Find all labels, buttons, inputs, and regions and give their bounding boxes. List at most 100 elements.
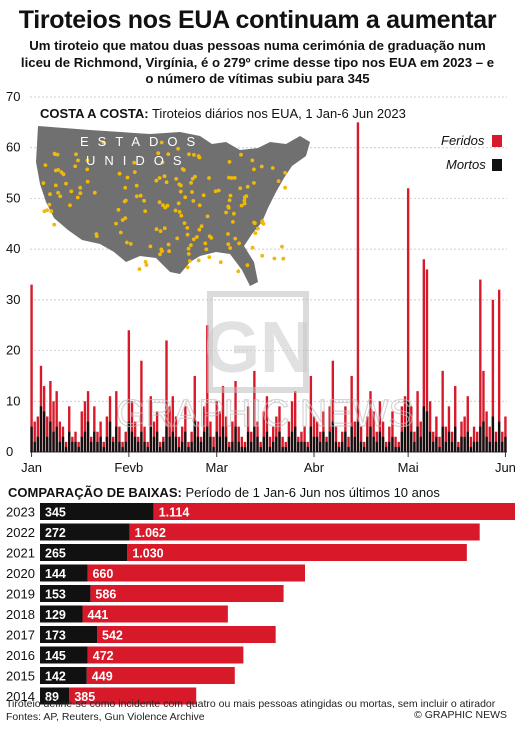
comparison-killed-bar [40, 646, 88, 664]
shooting-location-dot [73, 164, 78, 169]
daily-injured-bar [237, 426, 240, 452]
daily-injured-bar [49, 381, 52, 452]
shooting-location-dot [74, 152, 78, 157]
shooting-location-dot [160, 249, 164, 254]
daily-injured-bar [281, 436, 284, 452]
comparison-injured-bar [87, 646, 244, 664]
daily-injured-bar [231, 421, 234, 452]
shooting-location-dot [231, 220, 235, 224]
daily-killed-bar [488, 441, 491, 452]
daily-injured-bar [193, 375, 196, 452]
comparison-killed-bar [40, 523, 130, 541]
comparison-injured-bar [127, 544, 467, 561]
daily-injured-bar [93, 406, 96, 452]
comparison-injured-label: 586 [95, 588, 116, 602]
daily-killed-bar [275, 436, 278, 452]
daily-killed-bar [250, 441, 253, 452]
sources: Fontes: AP, Reuters, Gun Violence Archiv… [6, 711, 205, 723]
shooting-location-dot [117, 171, 122, 176]
daily-killed-bar [64, 446, 68, 452]
daily-injured-bar [369, 391, 372, 452]
daily-injured-bar [140, 360, 143, 452]
daily-killed-bar [435, 436, 438, 452]
daily-killed-bar [77, 446, 80, 452]
daily-injured-bar [485, 411, 488, 452]
daily-killed-bar [228, 446, 231, 452]
daily-killed-bar [199, 441, 203, 452]
daily-injured-bar [293, 391, 297, 452]
shooting-location-dot [236, 269, 241, 274]
daily-killed-bar [469, 446, 473, 452]
shooting-location-dot [189, 181, 194, 185]
daily-killed-bar [93, 431, 96, 452]
shooting-location-dot [45, 208, 49, 213]
daily-injured-bar [328, 406, 331, 452]
daily-injured-bar [488, 426, 491, 452]
daily-killed-bar [315, 436, 319, 452]
daily-injured-bar [428, 401, 432, 452]
daily-killed-bar [124, 441, 127, 452]
daily-injured-bar [168, 406, 171, 452]
daily-injured-bar [130, 401, 134, 452]
daily-chart-heading: COSTA A COSTA: Tiroteios diários nos EUA… [40, 106, 406, 121]
daily-injured-bar [303, 426, 306, 452]
shooting-location-dot [41, 181, 46, 185]
shooting-location-dot [53, 168, 58, 173]
daily-killed-bar [243, 446, 247, 452]
daily-injured-bar [30, 284, 33, 452]
daily-killed-bar [127, 421, 131, 452]
daily-killed-bar [381, 436, 385, 452]
year-label: 2015 [6, 669, 35, 684]
shooting-location-dot [250, 245, 255, 250]
shooting-location-dot [228, 193, 233, 198]
daily-killed-bar [466, 431, 469, 452]
shooting-location-dot [123, 216, 128, 220]
daily-killed-bar [58, 441, 62, 452]
comparison-killed-label: 144 [45, 567, 66, 581]
daily-killed-bar [406, 401, 410, 452]
y-tick-label: 70 [6, 89, 20, 104]
shooting-location-dot [143, 260, 148, 264]
shooting-location-dot [55, 152, 60, 157]
shooting-location-dot [201, 193, 206, 198]
daily-killed-bar [221, 426, 225, 452]
shooting-location-dot [43, 163, 48, 167]
daily-killed-bar [413, 441, 416, 452]
daily-killed-bar [372, 436, 375, 452]
shooting-location-dot [242, 198, 247, 203]
daily-killed-bar [460, 436, 463, 452]
daily-killed-bar [49, 421, 52, 452]
daily-injured-bar [272, 426, 275, 452]
comparison-injured-bar [87, 564, 305, 582]
shooting-location-dot [123, 185, 128, 190]
daily-killed-bar [403, 426, 407, 452]
daily-injured-bar [143, 426, 146, 452]
shooting-location-dot [78, 185, 83, 190]
daily-killed-bar [501, 441, 504, 452]
daily-killed-bar [137, 441, 140, 452]
comparison-injured-bar [97, 626, 276, 643]
year-label: 2018 [6, 607, 35, 622]
daily-killed-bar [33, 441, 36, 452]
shooting-location-dot [158, 252, 162, 257]
daily-injured-bar [356, 122, 360, 452]
shooting-location-dot [252, 167, 256, 172]
daily-injured-bar [184, 406, 187, 452]
y-tick-label: 60 [6, 140, 20, 155]
shooting-location-dot [207, 234, 212, 239]
shooting-location-dot [190, 190, 194, 194]
comparison-injured-label: 1.030 [132, 547, 163, 561]
daily-injured-bar [181, 426, 184, 452]
daily-injured-bar [331, 360, 335, 452]
daily-killed-bar [212, 446, 215, 452]
comparison-injured-bar [82, 605, 228, 623]
daily-injured-bar [268, 436, 272, 452]
daily-killed-bar [190, 441, 193, 452]
shooting-location-dot [132, 160, 137, 165]
daily-killed-bar [432, 441, 435, 452]
comparison-injured-label: 472 [93, 649, 114, 663]
daily-killed-bar [391, 436, 394, 452]
daily-killed-bar [341, 441, 344, 452]
daily-killed-bar [218, 436, 222, 452]
shooting-location-dot [272, 256, 277, 261]
